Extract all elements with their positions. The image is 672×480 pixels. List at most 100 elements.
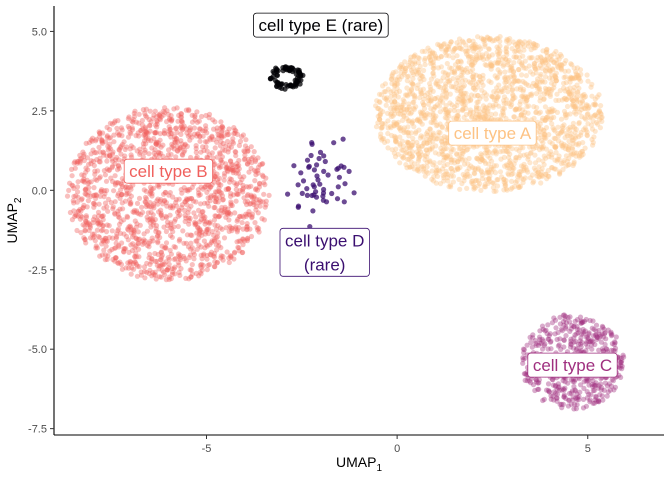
scatter-point <box>557 62 563 68</box>
scatter-point <box>207 242 213 248</box>
scatter-point <box>209 133 215 139</box>
scatter-point <box>587 115 593 121</box>
scatter-point <box>540 158 546 164</box>
scatter-point <box>99 140 105 146</box>
scatter-point <box>572 150 578 156</box>
scatter-point <box>424 154 430 160</box>
scatter-point <box>566 76 573 82</box>
scatter-point <box>530 382 537 388</box>
scatter-point <box>439 124 445 130</box>
scatter-point <box>592 101 598 107</box>
scatter-point <box>255 227 261 233</box>
scatter-point <box>83 191 89 197</box>
scatter-point <box>538 340 544 347</box>
scatter-point <box>564 103 571 110</box>
scatter-point <box>87 221 93 227</box>
scatter-point <box>169 117 175 123</box>
scatter-point <box>512 157 519 163</box>
scatter-point <box>569 388 576 394</box>
scatter-point <box>495 94 501 100</box>
scatter-point <box>419 109 425 115</box>
scatter-point <box>501 98 507 104</box>
scatter-point <box>581 318 588 324</box>
scatter-point <box>584 378 591 384</box>
scatter-point <box>379 137 385 143</box>
scatter-point <box>494 44 500 50</box>
scatter-point <box>160 201 166 207</box>
scatter-point <box>497 43 503 49</box>
scatter-point <box>379 125 385 131</box>
scatter-point <box>573 126 579 133</box>
scatter-point <box>537 62 543 68</box>
scatter-point <box>429 176 435 182</box>
scatter-point <box>127 146 133 152</box>
scatter-point <box>581 105 587 111</box>
scatter-point <box>500 88 506 95</box>
scatter-point <box>486 169 492 175</box>
scatter-point <box>129 247 135 254</box>
scatter-point <box>188 154 194 161</box>
scatter-point <box>465 69 471 75</box>
scatter-point <box>479 176 485 182</box>
scatter-point <box>176 208 182 214</box>
scatter-point <box>557 401 563 407</box>
scatter-point <box>125 214 131 220</box>
scatter-point <box>121 249 127 255</box>
scatter-point <box>216 188 222 194</box>
scatter-point <box>574 99 580 105</box>
scatter-point <box>545 90 551 96</box>
scatter-point <box>220 209 227 216</box>
scatter-point <box>388 99 395 105</box>
scatter-point <box>584 389 590 395</box>
scatter-point <box>176 112 182 118</box>
scatter-point <box>431 50 437 57</box>
scatter-point <box>561 108 568 114</box>
scatter-point <box>560 378 566 384</box>
scatter-point <box>404 106 410 112</box>
scatter-point <box>557 321 564 327</box>
scatter-point <box>562 95 568 101</box>
scatter-point <box>111 188 117 194</box>
scatter-point <box>482 41 488 47</box>
scatter-point <box>409 69 415 76</box>
scatter-point <box>459 66 465 72</box>
scatter-point <box>553 75 559 81</box>
scatter-point <box>167 205 173 211</box>
scatter-point <box>444 46 450 52</box>
scatter-point <box>427 126 433 132</box>
scatter-point <box>456 65 462 71</box>
scatter-point <box>145 202 151 209</box>
scatter-point <box>465 171 471 177</box>
scatter-point <box>579 98 585 104</box>
scatter-point <box>593 120 600 126</box>
scatter-point <box>376 91 383 97</box>
scatter-point <box>542 341 548 347</box>
scatter-point <box>570 103 576 109</box>
scatter-point <box>430 49 436 55</box>
scatter-point <box>234 131 241 137</box>
scatter-point <box>248 201 254 207</box>
scatter-point <box>218 182 224 188</box>
scatter-point <box>377 107 384 113</box>
scatter-point <box>192 112 198 118</box>
scatter-point <box>141 237 147 243</box>
scatter-point <box>424 150 430 156</box>
scatter-point <box>609 377 615 383</box>
scatter-point <box>171 266 177 272</box>
scatter-point <box>173 126 179 132</box>
scatter-point <box>373 124 380 130</box>
scatter-point <box>452 84 458 90</box>
scatter-point <box>570 140 576 146</box>
scatter-point <box>471 77 477 83</box>
scatter-point <box>426 55 432 61</box>
scatter-point <box>529 91 535 97</box>
scatter-point <box>540 326 546 332</box>
scatter-point <box>385 138 391 144</box>
label-text: (rare) <box>304 255 346 274</box>
scatter-point <box>179 190 185 196</box>
scatter-point <box>316 155 322 162</box>
scatter-point <box>501 106 507 112</box>
scatter-point <box>555 156 561 162</box>
scatter-point <box>75 189 81 195</box>
scatter-point <box>169 130 175 137</box>
